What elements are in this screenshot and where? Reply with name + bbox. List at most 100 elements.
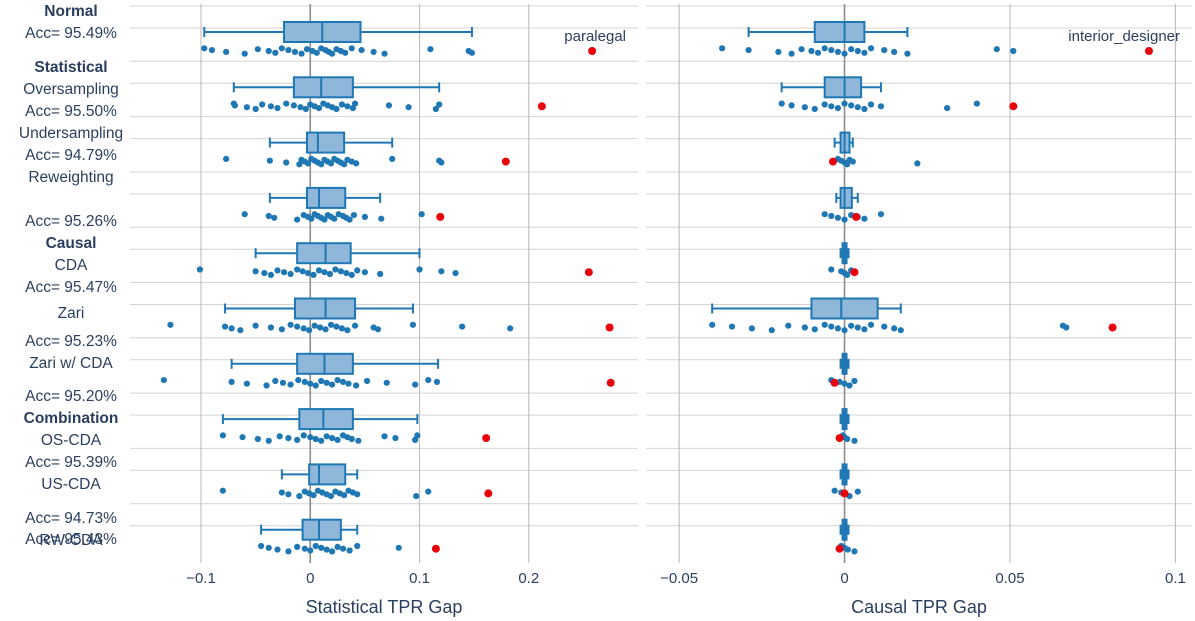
data-point — [223, 155, 230, 162]
data-point — [278, 326, 285, 333]
data-point — [323, 433, 330, 440]
x-tick-label: 0.1 — [409, 570, 430, 587]
data-point — [333, 323, 340, 330]
data-point — [745, 47, 752, 54]
data-point — [385, 102, 393, 109]
data-point — [285, 548, 292, 555]
data-point — [834, 105, 842, 112]
data-point — [846, 382, 853, 389]
data-point — [322, 326, 329, 333]
method-label: RW-CDA — [39, 532, 103, 549]
highlight-point — [850, 268, 859, 277]
data-point — [418, 211, 425, 218]
data-point — [891, 325, 898, 332]
box — [292, 76, 354, 99]
highlight-point — [840, 489, 849, 498]
box-group — [821, 186, 885, 223]
box-group — [835, 408, 858, 444]
data-point — [848, 46, 855, 53]
data-point — [828, 212, 835, 220]
data-point — [307, 547, 314, 554]
data-point — [318, 544, 325, 551]
data-point — [329, 381, 336, 388]
data-point — [719, 45, 726, 52]
data-point — [468, 49, 476, 56]
accuracy-label: Acc= 95.20% — [25, 388, 117, 405]
highlight-point — [1009, 102, 1018, 111]
data-point — [252, 322, 259, 329]
data-point — [272, 49, 279, 56]
box-group — [828, 352, 858, 389]
highlight-point — [830, 378, 839, 387]
data-point — [307, 380, 314, 387]
accuracy-label: Acc= 95.26% — [25, 213, 117, 230]
data-point — [307, 434, 314, 441]
data-point — [344, 103, 351, 110]
data-point — [299, 268, 306, 275]
data-point — [285, 491, 292, 498]
highlight-point — [835, 544, 844, 553]
data-point — [329, 548, 336, 555]
data-point — [261, 270, 268, 277]
data-point — [310, 492, 317, 499]
data-point — [374, 326, 382, 333]
data-point — [848, 102, 855, 109]
data-point — [306, 327, 313, 334]
data-point — [318, 161, 325, 168]
data-point — [821, 101, 828, 108]
data-point — [425, 488, 432, 495]
data-point — [201, 45, 208, 52]
data-point — [301, 378, 308, 385]
outlier-annotation: interior_designer — [1068, 28, 1180, 45]
data-point — [228, 378, 235, 385]
highlight-point — [584, 268, 593, 277]
data-point — [834, 48, 842, 56]
data-point — [346, 216, 353, 223]
method-label: OS-CDA — [41, 432, 102, 449]
data-point — [353, 160, 360, 167]
data-point — [438, 268, 445, 275]
data-point — [312, 382, 319, 389]
data-point — [436, 101, 443, 108]
data-point — [321, 269, 328, 276]
data-point — [412, 381, 419, 388]
data-point — [254, 46, 261, 53]
data-point — [414, 432, 421, 439]
data-point — [1010, 47, 1017, 55]
data-point — [252, 268, 259, 275]
data-point — [785, 322, 792, 329]
data-point — [252, 105, 259, 113]
method-label: Zari — [58, 305, 85, 322]
data-point — [851, 548, 858, 555]
accuracy-label: Acc= 95.39% — [25, 454, 117, 471]
x-tick-label: 0 — [840, 570, 848, 587]
data-point — [297, 104, 304, 111]
data-point — [341, 161, 348, 168]
box-group — [831, 463, 861, 500]
data-point — [438, 159, 445, 166]
accuracy-label: Acc= 94.79% — [25, 147, 117, 164]
data-point — [881, 323, 888, 330]
label-layer: −0.1 0 0.1 0.2 Statistical TPR Gap paralegal −… — [19, 3, 1186, 617]
data-point — [339, 378, 347, 385]
highlight-point — [588, 47, 597, 55]
data-point — [808, 47, 815, 55]
method-label: Oversampling — [23, 81, 119, 98]
accuracy-label: Acc= 95.43% — [25, 531, 117, 548]
data-point — [854, 47, 861, 55]
data-point — [272, 377, 279, 385]
box-group — [160, 352, 615, 389]
data-point — [265, 544, 272, 551]
data-point — [285, 435, 292, 442]
data-point — [298, 50, 305, 57]
data-point — [331, 215, 338, 222]
method-label: Undersampling — [19, 125, 123, 142]
data-point — [334, 377, 341, 384]
highlight-point — [835, 434, 844, 443]
box-group — [719, 21, 1153, 57]
data-point — [329, 435, 336, 442]
x-axis-title: Statistical TPR Gap — [306, 597, 463, 617]
box-group — [835, 518, 858, 555]
data-point — [310, 271, 317, 278]
